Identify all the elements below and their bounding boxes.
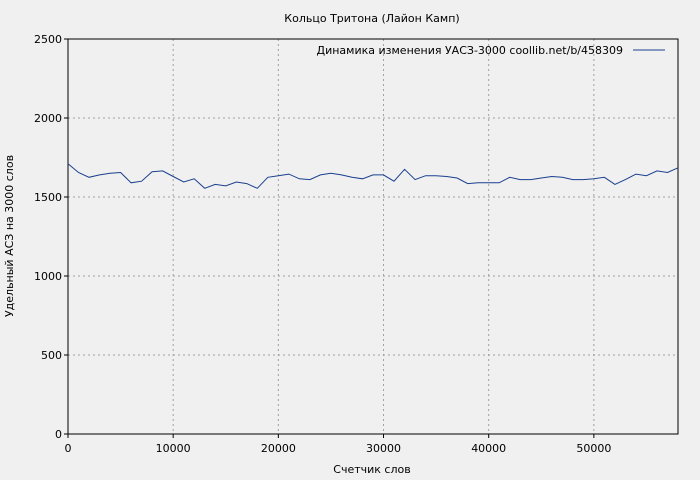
x-tick-label: 20000 xyxy=(261,442,296,455)
y-tick-label: 0 xyxy=(55,428,62,441)
y-axis-label: Удельный АСЗ на 3000 слов xyxy=(3,155,16,317)
x-tick-label: 30000 xyxy=(366,442,401,455)
x-tick-label: 0 xyxy=(65,442,72,455)
x-tick-label: 10000 xyxy=(156,442,191,455)
legend: Динамика изменения УАСЗ-3000 coollib.net… xyxy=(317,44,665,57)
legend-label: Динамика изменения УАСЗ-3000 coollib.net… xyxy=(317,44,624,57)
axis-ticks: 0 500 1000 1500 2000 2500 0 10000 20000 30000 4000… xyxy=(34,33,611,455)
y-tick-label: 2000 xyxy=(34,112,62,125)
x-axis-label: Счетчик слов xyxy=(333,463,410,476)
y-tick-label: 2500 xyxy=(34,33,62,46)
plot-area-frame xyxy=(67,38,679,435)
y-tick-label: 500 xyxy=(41,349,62,362)
series-line xyxy=(67,163,679,189)
x-tick-label: 40000 xyxy=(471,442,506,455)
y-tick-label: 1500 xyxy=(34,191,62,204)
y-tick-label: 1000 xyxy=(34,270,62,283)
grid-lines xyxy=(68,39,678,434)
x-tick-label: 50000 xyxy=(576,442,611,455)
chart-title: Кольцо Тритона (Лайон Камп) xyxy=(284,12,459,25)
series-layer xyxy=(67,163,679,189)
